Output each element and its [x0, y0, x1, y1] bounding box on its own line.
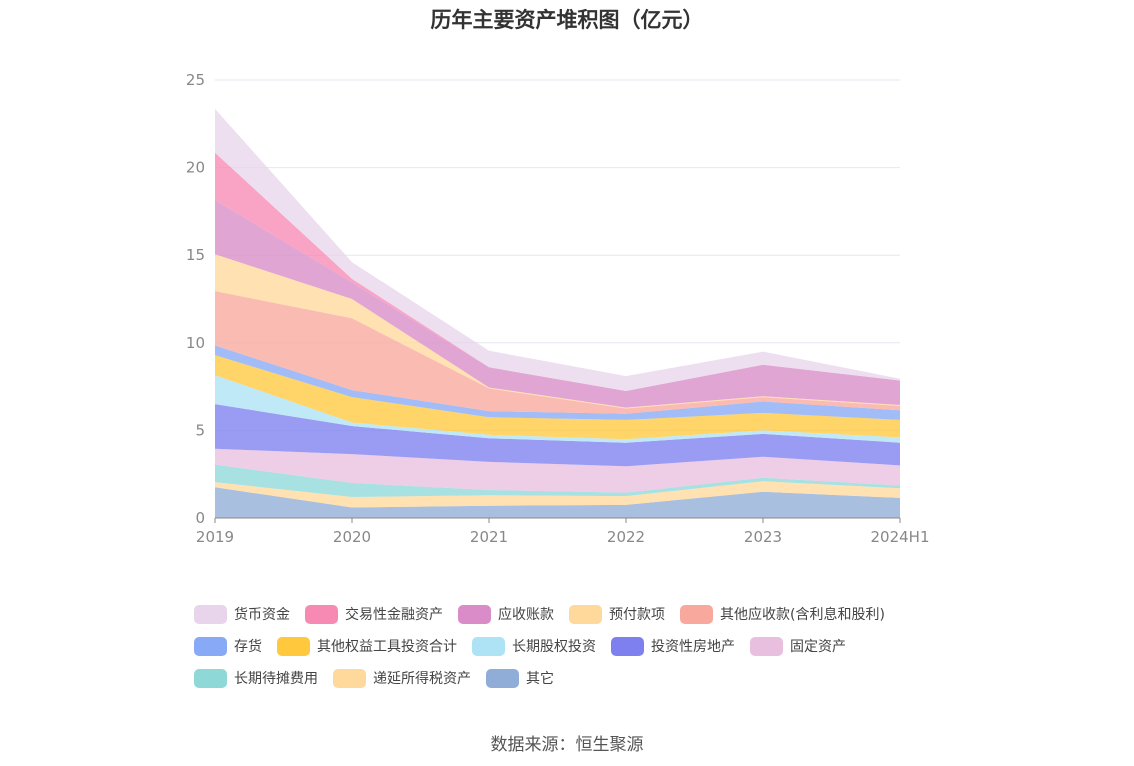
x-tick-label: 2021 — [470, 528, 508, 546]
legend-label: 预付款项 — [609, 607, 665, 623]
y-tick-label: 5 — [195, 421, 205, 439]
legend-row: 存货 其他权益工具投资合计 长期股权投资 投资性房地产 固定资产 — [194, 630, 954, 662]
legend-label: 存货 — [234, 639, 262, 655]
area-series-1 — [215, 481, 900, 508]
axes: 0 5 10 15 20 25 2019 2020 2021 2022 2023 2024H1 — [186, 71, 930, 546]
legend-label: 长期待摊费用 — [234, 671, 318, 687]
legend-swatch — [611, 636, 644, 656]
y-tick-label: 25 — [186, 71, 205, 89]
legend-item[interactable]: 长期待摊费用 — [194, 668, 318, 688]
source-note: 数据来源：恒生聚源 — [490, 735, 644, 755]
y-tick-label: 0 — [195, 509, 205, 527]
y-tick-label: 10 — [186, 334, 205, 352]
legend-swatch — [333, 668, 366, 688]
legend: 货币资金 交易性金融资产 应收账款 预付款项 其他应收款(含利息和股利) 存货 其他权益工具… — [194, 598, 954, 694]
legend-label: 长期股权投资 — [512, 639, 596, 655]
legend-item[interactable]: 长期股权投资 — [472, 636, 596, 656]
area-layers — [215, 108, 900, 518]
legend-label: 其它 — [526, 671, 554, 687]
area-series-0 — [215, 487, 900, 518]
legend-label: 应收账款 — [498, 607, 554, 623]
area-series-6 — [215, 355, 900, 440]
legend-swatch — [277, 636, 310, 656]
legend-item[interactable]: 其它 — [486, 668, 554, 688]
legend-swatch — [486, 668, 519, 688]
legend-swatch — [680, 604, 713, 624]
legend-swatch — [458, 604, 491, 624]
legend-row: 货币资金 交易性金融资产 应收账款 预付款项 其他应收款(含利息和股利) — [194, 598, 954, 630]
x-tick-label: 2020 — [333, 528, 371, 546]
legend-item[interactable]: 应收账款 — [458, 604, 554, 624]
legend-label: 其他应收款(含利息和股利) — [720, 607, 885, 623]
stacked-area-chart: 0 5 10 15 20 25 2019 2020 2021 2022 2023 2024H1 — [186, 71, 930, 546]
legend-item[interactable]: 货币资金 — [194, 604, 290, 624]
area-series-7 — [215, 345, 900, 420]
legend-row: 长期待摊费用 递延所得税资产 其它 — [194, 662, 954, 694]
legend-swatch — [305, 604, 338, 624]
area-series-4 — [215, 404, 900, 467]
legend-swatch — [569, 604, 602, 624]
area-series-8 — [215, 291, 900, 414]
legend-item[interactable]: 其他权益工具投资合计 — [277, 636, 457, 656]
legend-item[interactable]: 交易性金融资产 — [305, 604, 443, 624]
area-series-10 — [215, 200, 900, 408]
chart-title: 历年主要资产堆积图（亿元） — [430, 8, 704, 32]
legend-item[interactable]: 预付款项 — [569, 604, 665, 624]
legend-swatch — [194, 668, 227, 688]
area-series-2 — [215, 464, 900, 497]
legend-label: 固定资产 — [790, 639, 846, 655]
x-tick-label: 2022 — [607, 528, 645, 546]
legend-item[interactable]: 其他应收款(含利息和股利) — [680, 604, 885, 624]
legend-label: 交易性金融资产 — [345, 607, 443, 623]
area-series-3 — [215, 448, 900, 493]
legend-label: 投资性房地产 — [651, 639, 735, 655]
legend-label: 其他权益工具投资合计 — [317, 639, 457, 655]
x-tick-label: 2019 — [196, 528, 234, 546]
legend-item[interactable]: 递延所得税资产 — [333, 668, 471, 688]
x-tick-label: 2023 — [744, 528, 782, 546]
legend-item[interactable]: 存货 — [194, 636, 262, 656]
legend-swatch — [194, 636, 227, 656]
legend-label: 递延所得税资产 — [373, 671, 471, 687]
area-series-5 — [215, 375, 900, 443]
legend-swatch — [194, 604, 227, 624]
legend-label: 货币资金 — [234, 607, 290, 623]
y-tick-label: 20 — [186, 159, 205, 177]
legend-swatch — [750, 636, 783, 656]
legend-swatch — [472, 636, 505, 656]
y-tick-label: 15 — [186, 246, 205, 264]
legend-item[interactable]: 固定资产 — [750, 636, 846, 656]
legend-item[interactable]: 投资性房地产 — [611, 636, 735, 656]
x-tick-label: 2024H1 — [871, 528, 930, 546]
